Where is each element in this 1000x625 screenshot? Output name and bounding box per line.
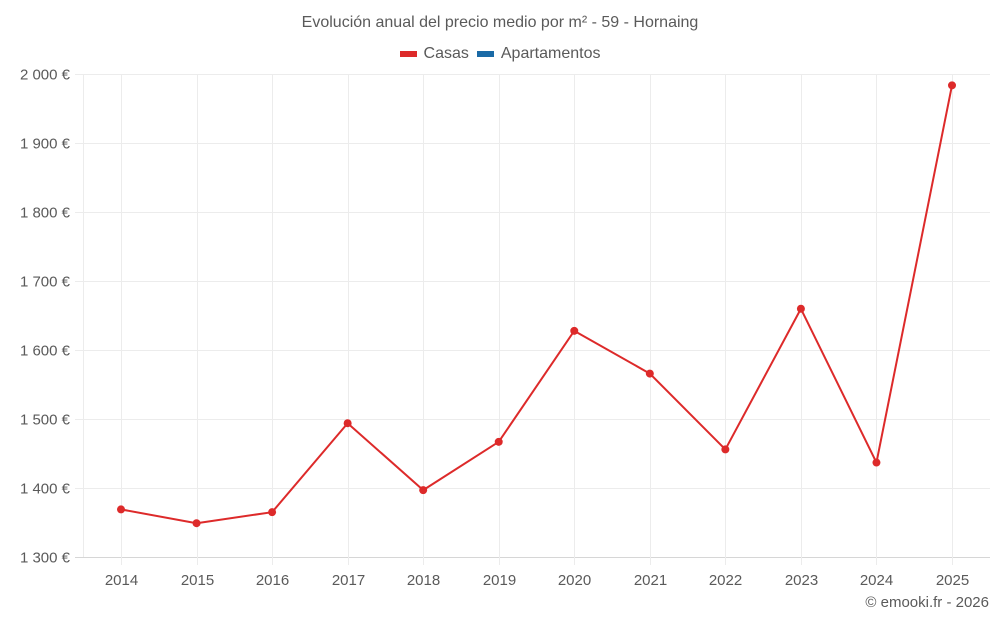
x-tick-label: 2021 <box>634 572 667 589</box>
x-axis: 2014 2015 2016 2017 2018 2019 2020 2021 2022 2023… <box>105 572 969 589</box>
data-point[interactable] <box>645 369 654 378</box>
legend-label-apartamentos: Apartamentos <box>500 45 601 62</box>
data-point[interactable] <box>343 419 352 428</box>
data-point[interactable] <box>872 458 881 467</box>
chart-legend: Casas Apartamentos <box>0 45 1000 63</box>
series-casas <box>117 81 956 528</box>
legend-label-casas: Casas <box>423 45 469 62</box>
y-tick-label: 1 700 € <box>20 274 71 291</box>
data-point[interactable] <box>268 508 277 517</box>
data-point[interactable] <box>192 519 201 528</box>
data-point[interactable] <box>948 81 956 90</box>
data-point[interactable] <box>117 505 125 514</box>
y-tick-label: 1 500 € <box>20 412 71 429</box>
data-point[interactable] <box>570 326 579 335</box>
y-tick-label: 1 300 € <box>20 550 71 567</box>
x-tick-label: 2017 <box>332 572 365 589</box>
x-tick-label: 2022 <box>709 572 742 589</box>
x-tick-label: 2020 <box>558 572 591 589</box>
y-tick-label: 1 400 € <box>20 481 71 498</box>
x-tick-label: 2024 <box>860 572 893 589</box>
x-tick-label: 2025 <box>936 572 969 589</box>
legend-swatch-casas <box>399 51 417 57</box>
chart-title: Evolución anual del precio medio por m² … <box>301 14 699 31</box>
x-tick-label: 2014 <box>105 572 138 589</box>
x-tick-label: 2016 <box>256 572 289 589</box>
legend-item-apartamentos[interactable]: Apartamentos <box>476 45 601 63</box>
data-point[interactable] <box>419 486 428 495</box>
data-point[interactable] <box>721 445 730 454</box>
y-axis: 1 300 € 1 400 € 1 500 € 1 600 € 1 700 € 1 800… <box>20 67 71 567</box>
y-tick-label: 1 800 € <box>20 205 71 222</box>
y-tick-label: 1 900 € <box>20 136 71 153</box>
y-tick-label: 2 000 € <box>20 67 71 84</box>
copyright-credit: © emooki.fr - 2026 <box>865 594 989 611</box>
gridlines <box>75 74 990 565</box>
legend-item-casas[interactable]: Casas <box>399 45 469 63</box>
x-tick-label: 2015 <box>181 572 214 589</box>
data-point[interactable] <box>796 304 805 313</box>
y-tick-label: 1 600 € <box>20 343 71 360</box>
data-point[interactable] <box>494 437 503 446</box>
legend-swatch-apartamentos <box>476 51 494 57</box>
x-tick-label: 2018 <box>407 572 440 589</box>
x-tick-label: 2019 <box>483 572 516 589</box>
x-tick-label: 2023 <box>785 572 818 589</box>
